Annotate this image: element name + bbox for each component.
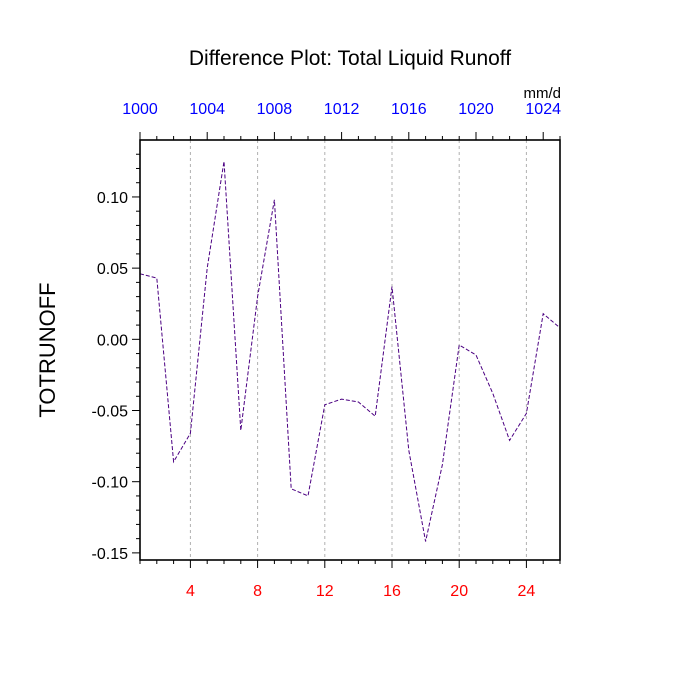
top-tick-label: 1000 bbox=[122, 101, 158, 118]
x-tick-label: 8 bbox=[253, 583, 262, 600]
top-tick-label: 1004 bbox=[189, 101, 225, 118]
y-tick-label: -0.15 bbox=[92, 546, 129, 563]
x-tick-label: 24 bbox=[518, 583, 536, 600]
x-tick-label: 4 bbox=[186, 583, 195, 600]
tick-labels: 4 8 12 16 20 24 1000 1004 1008 1012 1016 1020 1024 -0… bbox=[92, 101, 562, 600]
y-tick-label: -0.10 bbox=[92, 475, 129, 492]
axis-ticks bbox=[132, 132, 561, 568]
y-tick-label: 0.05 bbox=[97, 261, 128, 278]
top-tick-label: 1012 bbox=[324, 101, 360, 118]
series-line bbox=[139, 161, 561, 542]
y-tick-label: 0.00 bbox=[97, 332, 128, 349]
top-tick-label: 1020 bbox=[458, 101, 494, 118]
top-tick-label: 1024 bbox=[525, 101, 561, 118]
top-tick-label: 1008 bbox=[257, 101, 293, 118]
y-tick-label: -0.05 bbox=[92, 404, 129, 421]
data-series bbox=[139, 161, 561, 542]
grid-lines bbox=[189, 140, 527, 560]
y-tick-label: 0.10 bbox=[97, 190, 128, 207]
x-tick-label: 20 bbox=[450, 583, 468, 600]
chart-title: Difference Plot: Total Liquid Runoff bbox=[189, 47, 511, 70]
y-axis-label: TOTRUNOFF bbox=[35, 282, 60, 417]
units-label: mm/d bbox=[524, 85, 562, 102]
plot-frame bbox=[139, 139, 561, 561]
x-tick-label: 16 bbox=[383, 583, 401, 600]
top-tick-label: 1016 bbox=[391, 101, 427, 118]
x-tick-label: 12 bbox=[316, 583, 334, 600]
